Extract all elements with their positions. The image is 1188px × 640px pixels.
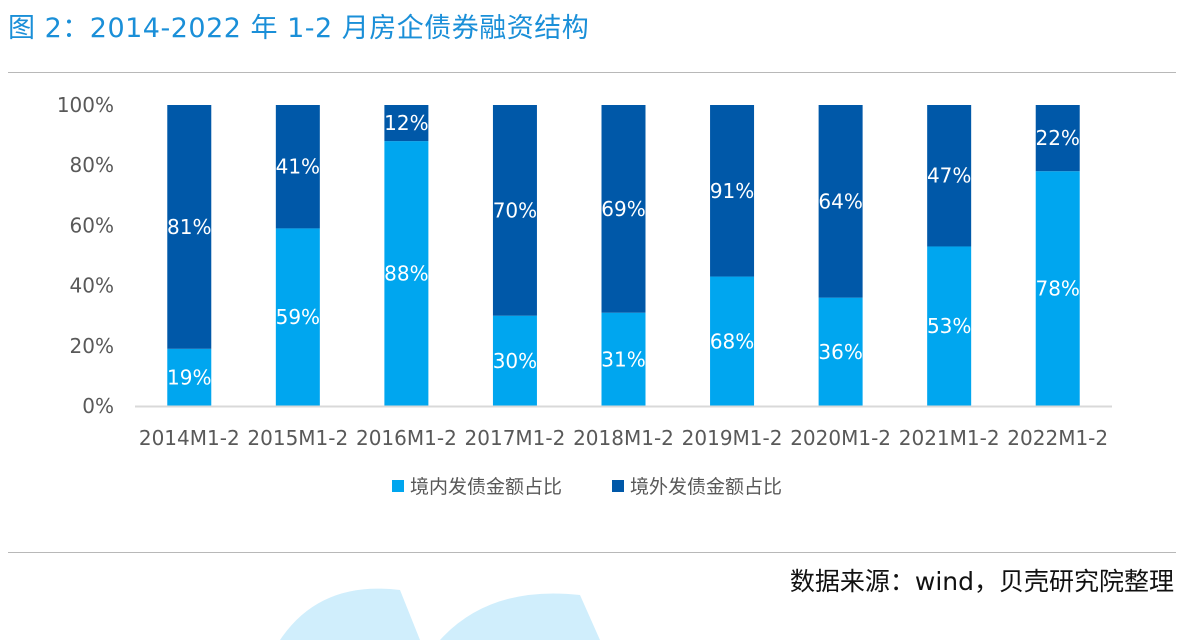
- data-label: 53%: [927, 314, 971, 338]
- data-label: 31%: [601, 347, 645, 371]
- x-tick-label: 2020M1-2: [790, 426, 891, 450]
- bottom-divider: [8, 552, 1176, 553]
- bar-segment: [710, 105, 755, 277]
- source-note: 数据来源：wind，贝壳研究院整理: [789, 567, 1174, 596]
- x-axis: 2014M1-2 2015M1-2 2016M1-2 2017M1-2 2018M1-2…: [135, 405, 1112, 450]
- bar-segment: [275, 105, 320, 229]
- bar-segment: [927, 105, 972, 247]
- data-label: 36%: [818, 340, 862, 364]
- x-tick-label: 2017M1-2: [465, 426, 566, 450]
- data-label: 68%: [710, 329, 754, 353]
- x-tick-label: 2016M1-2: [356, 426, 457, 450]
- legend: 境内发债金额占比 境外发债金额占比: [392, 476, 782, 498]
- y-tick-label: 40%: [70, 274, 114, 298]
- legend-swatch: [392, 480, 404, 492]
- x-tick-label: 2022M1-2: [1007, 426, 1108, 450]
- legend-label: 境外发债金额占比: [630, 476, 782, 498]
- x-tick-label: 2018M1-2: [573, 426, 674, 450]
- bar-segment: [601, 105, 646, 313]
- bar-segment: [275, 228, 320, 406]
- bar-segment: [1035, 171, 1080, 406]
- data-label: 22%: [1035, 126, 1079, 150]
- data-label: 19%: [167, 365, 211, 389]
- y-tick-label: 20%: [70, 334, 114, 358]
- x-tick-label: 2014M1-2: [139, 426, 240, 450]
- data-label: 88%: [384, 262, 428, 286]
- bar-segment: [818, 297, 863, 406]
- data-label: 30%: [493, 349, 537, 373]
- bar-segment: [927, 246, 972, 406]
- bar-segment: [601, 312, 646, 406]
- figure-title: 图 2：2014-2022 年 1-2 月房企债券融资结构: [8, 13, 590, 44]
- x-tick-label: 2021M1-2: [899, 426, 1000, 450]
- legend-swatch: [612, 480, 624, 492]
- y-tick-label: 80%: [70, 153, 114, 177]
- legend-label: 境内发债金额占比: [410, 476, 562, 498]
- bar-segment: [1035, 105, 1080, 172]
- data-label: 59%: [276, 305, 320, 329]
- data-label: 69%: [601, 197, 645, 221]
- bar-segment: [710, 276, 755, 406]
- y-axis: 0% 20% 40% 60% 80% 100%: [57, 93, 114, 418]
- data-label: 91%: [710, 179, 754, 203]
- bar-segment: [167, 348, 212, 406]
- x-tick-label: 2015M1-2: [247, 426, 348, 450]
- bar-segment: [384, 105, 429, 142]
- y-tick-label: 60%: [70, 213, 114, 237]
- bars-group: 19% 81% 59% 41% 88% 12% 30% 70% 31% 69% 68% 91% 36% 6…: [167, 105, 1080, 406]
- x-tick-label: 2019M1-2: [682, 426, 783, 450]
- y-tick-label: 100%: [57, 93, 114, 117]
- data-label: 78%: [1035, 277, 1079, 301]
- data-label: 41%: [276, 155, 320, 179]
- y-tick-label: 0%: [82, 394, 114, 418]
- bar-segment: [384, 141, 429, 406]
- bar-segment: [492, 105, 537, 316]
- data-label: 12%: [384, 111, 428, 135]
- watermark-logo: [280, 588, 600, 640]
- top-divider: [8, 72, 1176, 73]
- stacked-bar-chart: 0% 20% 40% 60% 80% 100% 19% 81% 59% 41% 88% 12% 30%…: [57, 93, 1112, 498]
- data-label: 81%: [167, 215, 211, 239]
- data-label: 47%: [927, 164, 971, 188]
- bar-segment: [492, 315, 537, 406]
- data-label: 70%: [493, 198, 537, 222]
- data-label: 64%: [818, 189, 862, 213]
- bar-segment: [167, 105, 212, 349]
- bar-segment: [818, 105, 863, 298]
